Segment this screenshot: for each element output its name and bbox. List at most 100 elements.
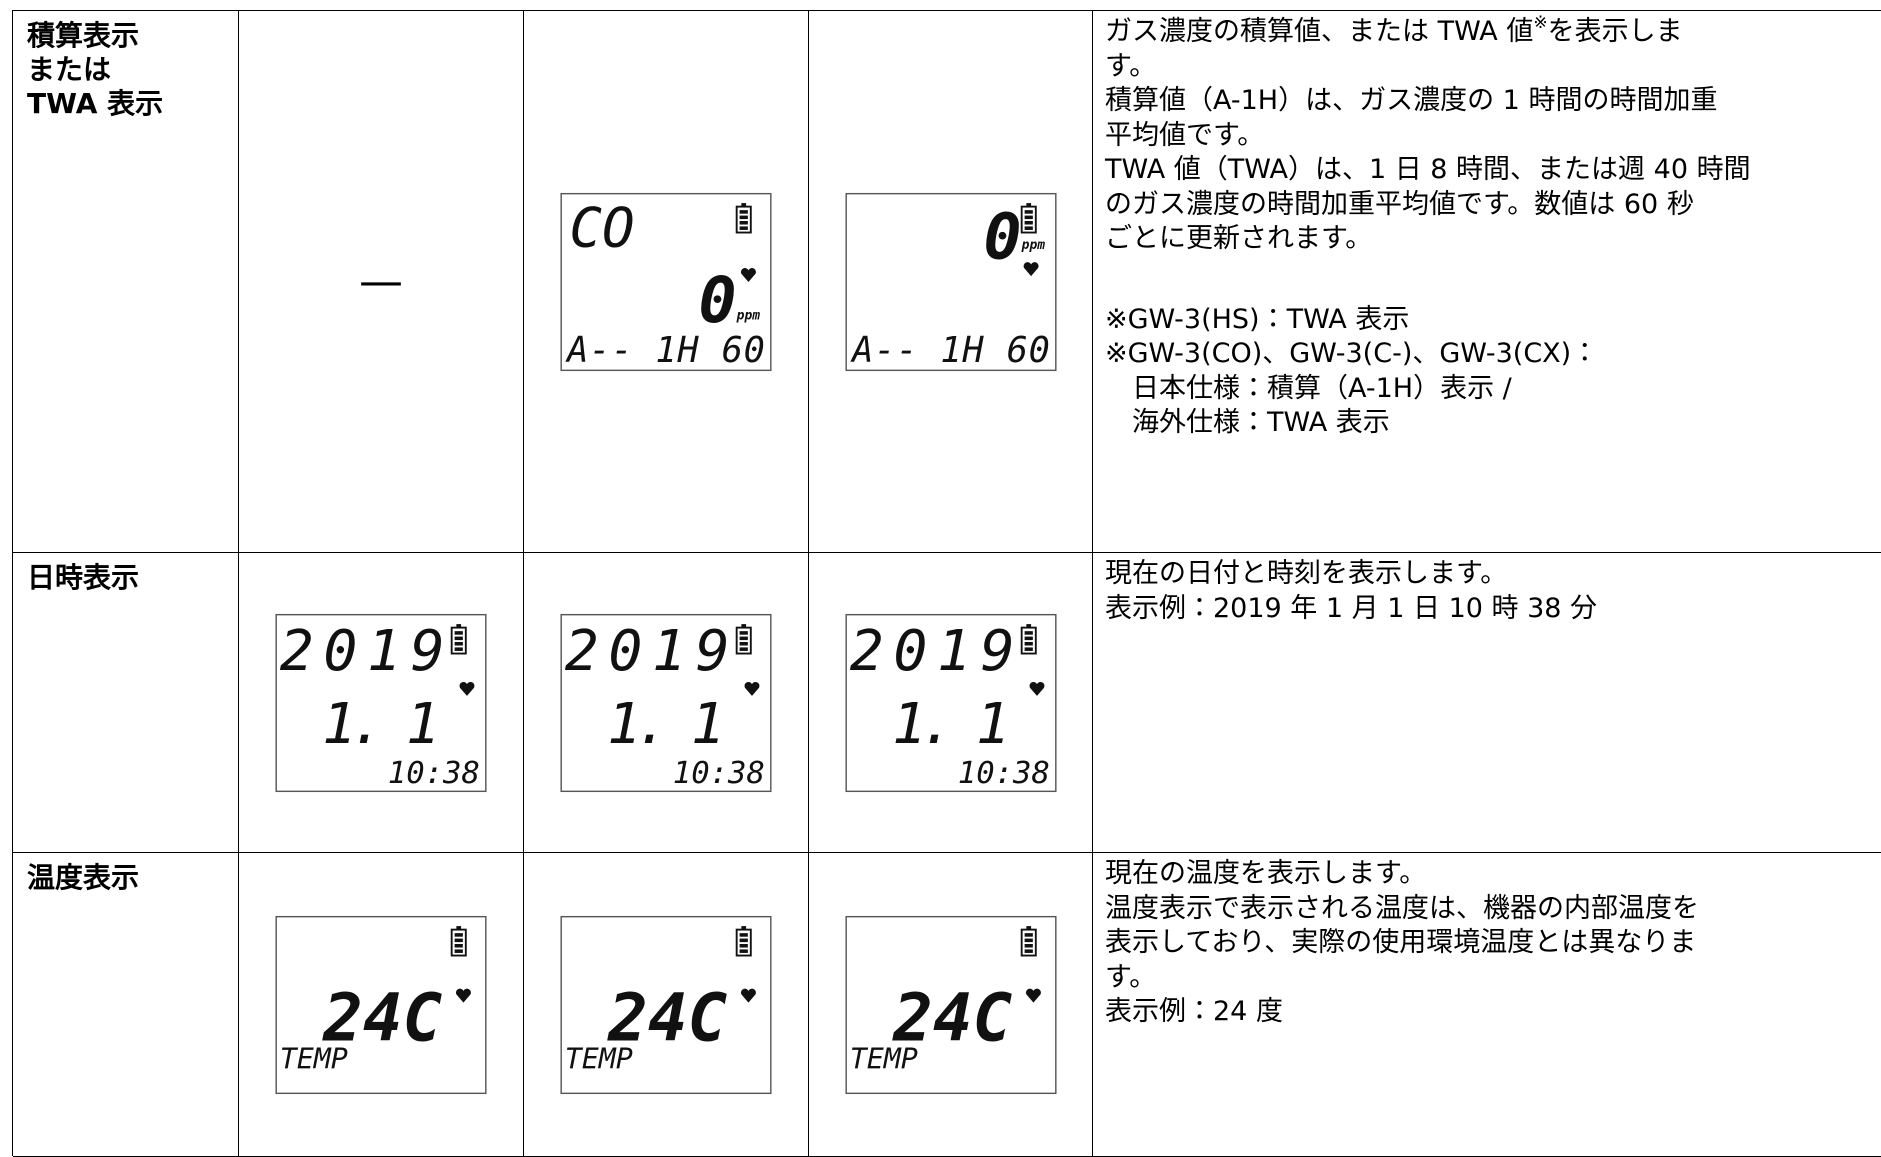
- heart-icon: [455, 988, 471, 1003]
- display-cell: 2019 1. 1 10:38: [524, 553, 809, 853]
- battery-bar: [739, 220, 748, 225]
- lcd-display: 0 ppm A-- 1H 60: [844, 192, 1057, 371]
- battery-bar: [739, 209, 748, 214]
- description: 現在の温度を表示します。 温度表示で表示される温度は、機器の内部温度を 表示しており…: [1093, 853, 1881, 1157]
- battery-tip: [741, 925, 747, 930]
- row-label: 温度表示: [13, 853, 239, 1157]
- note-line: ※GW-3(HS)：TWA 表示: [1105, 303, 1410, 335]
- lcd-time: 10:38: [673, 756, 765, 791]
- battery-bar: [1024, 932, 1033, 937]
- display-cell: CO 0 ppm A-- 1H 60: [524, 11, 809, 553]
- battery-tip: [1025, 202, 1031, 207]
- lcd-unit: ppm: [1020, 238, 1045, 253]
- battery-bar: [1024, 943, 1033, 948]
- lcd-bottom: A-- 1H 60: [565, 330, 765, 371]
- heart-icon: [740, 267, 756, 282]
- description-line: ガス濃度の積算値、または TWA 値※を表示しま: [1105, 15, 1881, 50]
- lcd-date: 1. 1: [607, 692, 725, 757]
- battery-bar: [454, 636, 463, 640]
- label-line: 日時表示: [27, 561, 140, 594]
- battery-tip: [741, 623, 747, 628]
- lcd-bottom: A-- 1H 60: [850, 330, 1050, 371]
- description-line: 表示例：2019 年 1 月 1 日 10 時 38 分: [1105, 592, 1598, 624]
- lcd-mode: TEMP: [280, 1042, 348, 1075]
- battery-tip: [456, 623, 462, 628]
- lcd-mode: TEMP: [849, 1042, 917, 1075]
- battery-bar: [1024, 630, 1033, 635]
- battery-icon: [1020, 205, 1037, 233]
- description-line: TWA 値（TWA）は、1 日 8 時間、または週 40 時間: [1105, 154, 1751, 185]
- display-cell: 0 ppm A-- 1H 60: [809, 11, 1093, 553]
- description-line: ごとに更新されます。: [1105, 223, 1373, 254]
- spec-table: 積算表示 または TWA 表示 — CO 0 ppm A-- 1H 60 0 ppm A-- 1H …: [12, 10, 1881, 1157]
- battery-bar: [1024, 220, 1033, 225]
- display-cell: 2019 1. 1 10:38: [809, 553, 1093, 853]
- label-line: または: [27, 53, 112, 86]
- lcd-date: 1. 1: [892, 692, 1010, 757]
- heart-icon: [1023, 261, 1039, 276]
- display-cell: 2019 1. 1 10:38: [239, 553, 524, 853]
- battery-bar: [1024, 636, 1033, 640]
- note-line: 海外仕様：TWA 表示: [1105, 407, 1390, 438]
- display-cell: 24C TEMP: [524, 853, 809, 1157]
- note-line: ※GW-3(CO)、GW-3(C-)、GW-3(CX)：: [1105, 338, 1599, 369]
- battery-bar: [739, 938, 748, 942]
- notes: ※GW-3(HS)：TWA 表示 ※GW-3(CO)、GW-3(C-)、GW-3(…: [1105, 303, 1881, 441]
- heart-icon: [459, 681, 475, 696]
- battery-bar: [1024, 948, 1033, 953]
- lcd-time: 10:38: [957, 756, 1049, 791]
- display-cell: 24C TEMP: [809, 853, 1093, 1157]
- lcd-mode: TEMP: [565, 1042, 633, 1075]
- description: ガス濃度の積算値、または TWA 値※を表示しま す。 積算値（A-1H）は、ガス濃…: [1093, 11, 1881, 553]
- description-line: 平均値です。: [1105, 119, 1265, 151]
- battery-bar: [739, 636, 748, 640]
- battery-bar: [1024, 209, 1033, 214]
- battery-bar: [1024, 215, 1033, 219]
- battery-bar: [454, 938, 463, 942]
- battery-bar: [739, 943, 748, 948]
- lcd-value: 0: [698, 263, 736, 337]
- note-line: 日本仕様：積算（A-1H）表示 /: [1105, 372, 1512, 404]
- battery-bar: [739, 225, 748, 230]
- battery-bar: [1024, 641, 1033, 646]
- battery-bar: [1024, 646, 1033, 651]
- display-cell: —: [239, 11, 524, 553]
- heart-icon: [1028, 681, 1044, 696]
- label-line: 温度表示: [27, 861, 140, 894]
- battery-bar: [454, 932, 463, 937]
- heart-icon: [1025, 988, 1041, 1003]
- description-line: 現在の温度を表示します。: [1105, 858, 1427, 889]
- description: 現在の日付と時刻を表示します。 表示例：2019 年 1 月 1 日 10 時 3…: [1093, 553, 1881, 853]
- row-label: 積算表示 または TWA 表示: [13, 11, 239, 553]
- lcd-time: 10:38: [388, 756, 480, 791]
- lcd-temp: 24C: [892, 979, 1012, 1056]
- lcd-display: CO 0 ppm A-- 1H 60: [560, 192, 772, 371]
- battery-tip: [1025, 925, 1031, 930]
- battery-bar: [739, 932, 748, 937]
- battery-bar: [739, 646, 748, 651]
- row-label: 日時表示: [13, 553, 239, 853]
- battery-bar: [454, 641, 463, 646]
- description-line: 積算値（A-1H）は、ガス濃度の 1 時間の時間加重: [1105, 85, 1718, 116]
- dash: —: [359, 256, 403, 307]
- battery-bar: [739, 948, 748, 953]
- battery-bar: [454, 943, 463, 948]
- note-mark: ※: [1533, 13, 1548, 33]
- label-line: TWA 表示: [27, 87, 164, 120]
- lcd-unit: ppm: [736, 308, 761, 323]
- label-line: 積算表示: [27, 19, 140, 52]
- lcd-date: 1. 1: [322, 692, 440, 757]
- text: ガス濃度の積算値、または TWA 値: [1105, 16, 1534, 47]
- display-cell: 24C TEMP: [239, 853, 524, 1157]
- battery-bar: [1024, 225, 1033, 230]
- description-line: 現在の日付と時刻を表示します。: [1105, 558, 1508, 589]
- battery-bar: [739, 630, 748, 635]
- battery-bar: [454, 948, 463, 953]
- battery-bar: [739, 215, 748, 219]
